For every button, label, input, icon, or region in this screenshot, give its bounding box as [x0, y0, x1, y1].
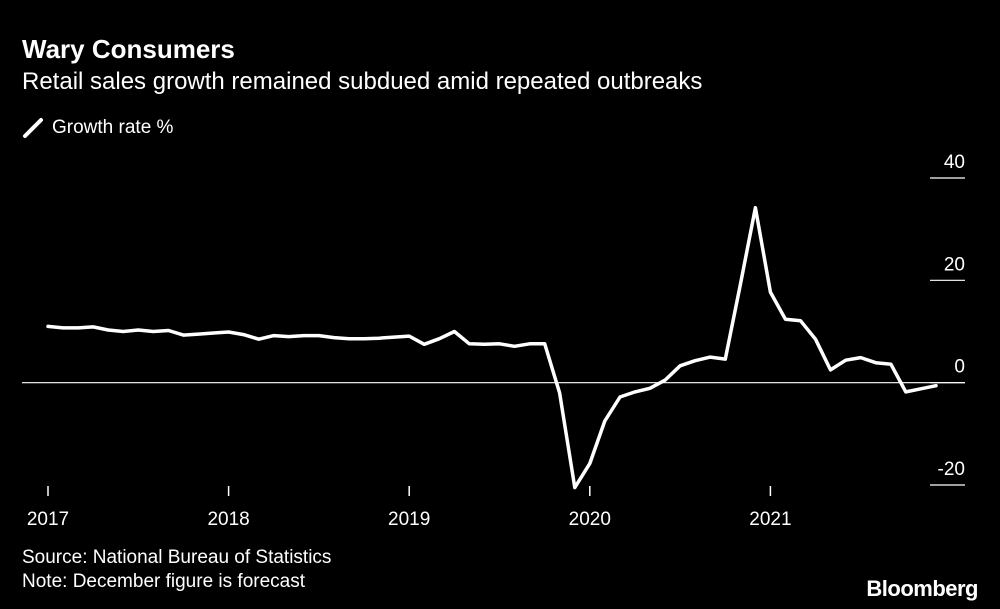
series-line-0: [46, 205, 938, 490]
legend-label: Growth rate %: [52, 117, 174, 138]
x-tick-label-2019: 2019: [388, 509, 430, 530]
chart-subtitle: Retail sales growth remained subdued ami…: [22, 68, 703, 95]
x-tick-label-2021: 2021: [749, 509, 791, 530]
y-tick-label-0: 0: [954, 357, 965, 378]
bloomberg-logo: Bloomberg: [866, 576, 978, 601]
legend-line-icon: [23, 118, 43, 138]
x-tick-label-2020: 2020: [569, 509, 611, 530]
x-tick-label-2018: 2018: [207, 509, 249, 530]
y-tick-label--20: -20: [938, 459, 965, 480]
x-tick-label-2017: 2017: [27, 509, 69, 530]
chart-title: Wary Consumers: [22, 34, 235, 64]
source-note: Source: National Bureau of Statistics: [22, 547, 332, 568]
legend: Growth rate %: [22, 117, 173, 139]
y-tick-label-20: 20: [944, 254, 965, 275]
forecast-note: Note: December figure is forecast: [22, 571, 306, 592]
y-tick-label-40: 40: [944, 152, 965, 173]
